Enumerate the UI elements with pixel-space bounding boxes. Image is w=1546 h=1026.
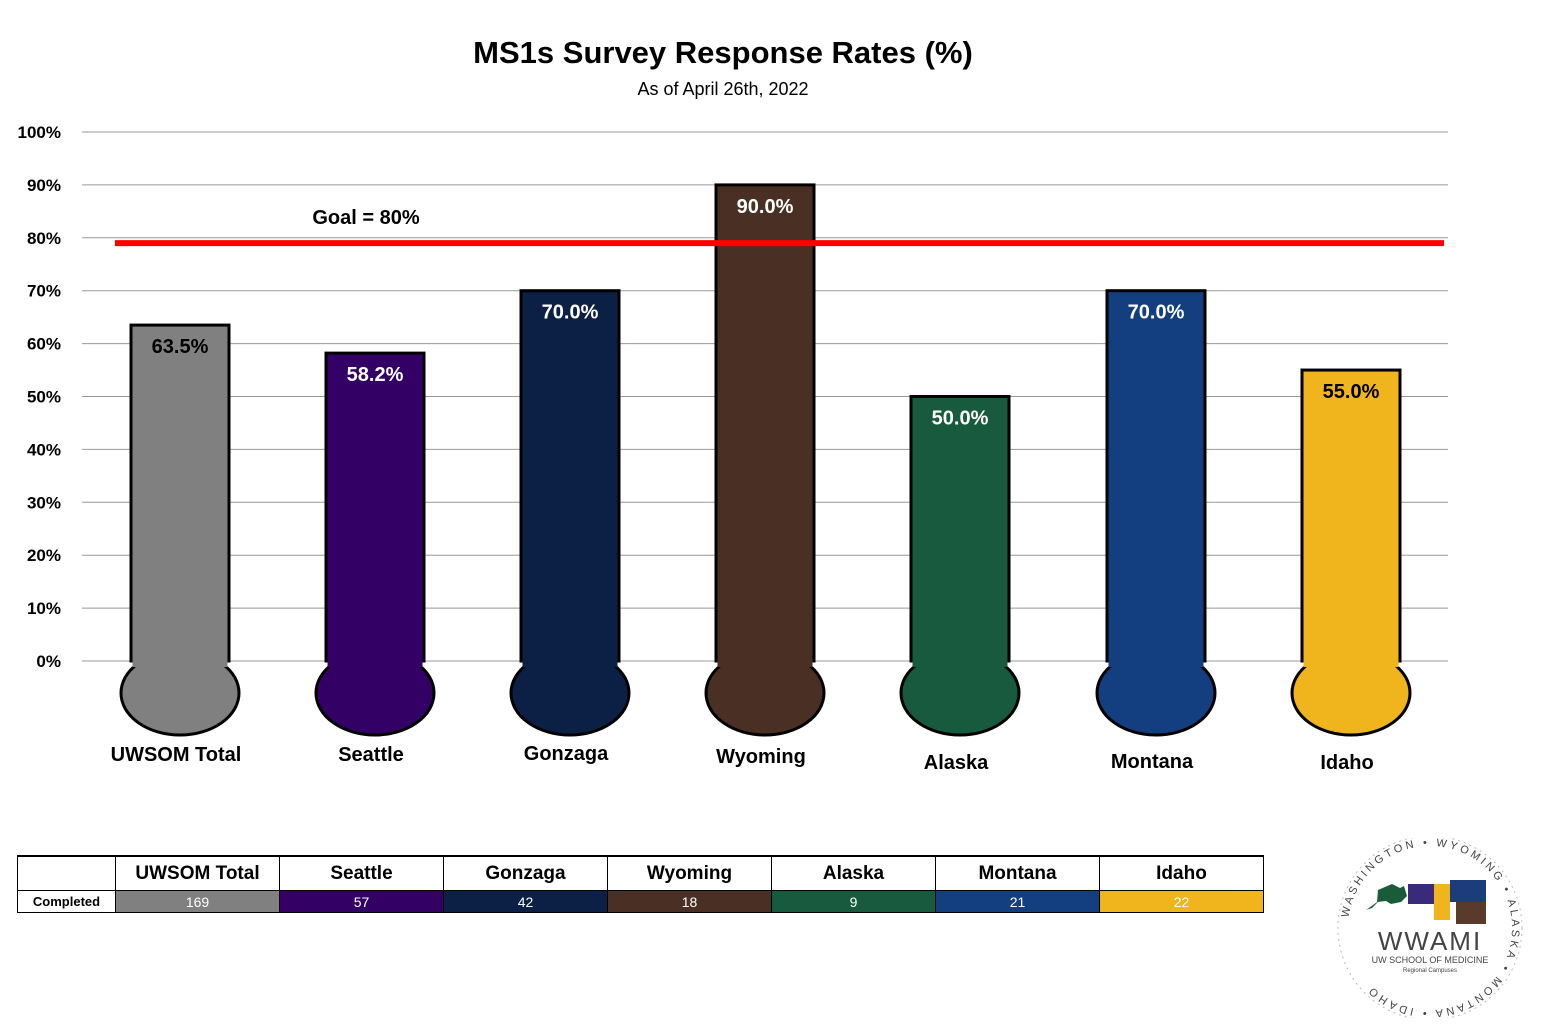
y-axis-ticks: 0% 10% 20% 30% 40% 50% 60% 70% 80% 90% 100% xyxy=(18,123,61,671)
bar xyxy=(324,351,426,663)
bar xyxy=(909,395,1011,663)
table-cell: 57 xyxy=(279,890,444,913)
y-tick-label: 80% xyxy=(27,229,61,248)
y-tick-label: 10% xyxy=(27,599,61,618)
bar-joint xyxy=(327,655,423,667)
bar-chart: MS1s Survey Response Rates (%) As of Apr… xyxy=(18,35,1448,774)
goal-label: Goal = 80% xyxy=(312,207,419,229)
bar xyxy=(1300,368,1402,663)
wwami-logo: WASHINGTON • WYOMING • ALASKA • MONTANA … xyxy=(1337,838,1523,1018)
table-column-header: Alaska xyxy=(771,855,936,891)
table-column-header: UWSOM Total xyxy=(115,855,280,891)
bar-group xyxy=(314,351,436,737)
row-label: Completed xyxy=(17,890,116,913)
category-label: UWSOM Total xyxy=(111,744,242,766)
data-label: 63.5% xyxy=(152,336,209,358)
y-tick-label: 50% xyxy=(27,388,61,407)
y-tick-label: 20% xyxy=(27,546,61,565)
table-column-header: Gonzaga xyxy=(443,855,608,891)
category-label: Alaska xyxy=(924,752,989,774)
data-labels: 63.5% 58.2% 70.0% 90.0% 50.0% 70.0% 55.0% xyxy=(152,196,1380,430)
y-tick-label: 70% xyxy=(27,282,61,301)
bars xyxy=(119,183,1412,737)
bar-group xyxy=(704,183,826,737)
category-label: Montana xyxy=(1111,751,1194,773)
y-tick-label: 40% xyxy=(27,440,61,459)
bar-group xyxy=(509,289,631,737)
goal-line-group: Goal = 80% xyxy=(115,207,1444,247)
table-cell: 22 xyxy=(1099,890,1264,913)
data-label: 50.0% xyxy=(932,408,989,430)
bar xyxy=(519,289,621,663)
bar-joint xyxy=(522,655,618,667)
table-column-header: Seattle xyxy=(279,855,444,891)
data-label: 70.0% xyxy=(1128,302,1185,324)
bar-joint xyxy=(132,655,228,667)
y-tick-label: 100% xyxy=(18,123,61,142)
table-corner xyxy=(17,855,116,891)
category-label: Gonzaga xyxy=(524,743,609,765)
table-column-header: Montana xyxy=(935,855,1100,891)
bar xyxy=(714,183,816,663)
bar-joint xyxy=(717,655,813,667)
category-label: Idaho xyxy=(1320,752,1373,774)
table-cell: 9 xyxy=(771,890,936,913)
y-tick-label: 0% xyxy=(36,652,61,671)
bar xyxy=(1105,289,1207,663)
bar xyxy=(129,323,231,663)
table-cell: 42 xyxy=(443,890,608,913)
logo-wordmark: WWAMI xyxy=(1378,926,1482,956)
map-icon xyxy=(1366,880,1486,924)
table-header-row: UWSOM Total Seattle Gonzaga Wyoming Alaska Mo… xyxy=(17,855,1264,891)
table-cell: 21 xyxy=(935,890,1100,913)
table-row: Completed 169 57 42 18 9 21 22 xyxy=(17,890,1264,913)
completed-table: UWSOM Total Seattle Gonzaga Wyoming Alaska Mo… xyxy=(17,855,1264,913)
category-labels: UWSOM Total Seattle Gonzaga Wyoming Alaska Mo… xyxy=(111,743,1374,774)
bar-group xyxy=(899,395,1021,737)
bar-group xyxy=(1095,289,1217,737)
data-label: 90.0% xyxy=(737,196,794,218)
table-column-header: Idaho xyxy=(1099,855,1264,891)
data-label: 55.0% xyxy=(1323,381,1380,403)
table-cell: 18 xyxy=(607,890,772,913)
chart-title: MS1s Survey Response Rates (%) xyxy=(473,35,973,70)
y-tick-label: 30% xyxy=(27,493,61,512)
bar-group xyxy=(1290,368,1412,737)
bar-joint xyxy=(1303,655,1399,667)
table-column-header: Wyoming xyxy=(607,855,772,891)
data-label: 70.0% xyxy=(542,302,599,324)
bar-group xyxy=(119,323,241,737)
y-tick-label: 90% xyxy=(27,176,61,195)
table-cell: 169 xyxy=(115,890,280,913)
y-tick-label: 60% xyxy=(27,335,61,354)
bar-joint xyxy=(912,655,1008,667)
category-label: Wyoming xyxy=(716,746,806,768)
chart-subtitle: As of April 26th, 2022 xyxy=(637,79,808,99)
category-label: Seattle xyxy=(338,744,404,766)
data-label: 58.2% xyxy=(347,364,404,386)
logo-subtext: UW SCHOOL OF MEDICINE xyxy=(1372,955,1489,965)
logo-subtext2: Regional Campuses xyxy=(1403,968,1457,974)
bar-joint xyxy=(1108,655,1204,667)
